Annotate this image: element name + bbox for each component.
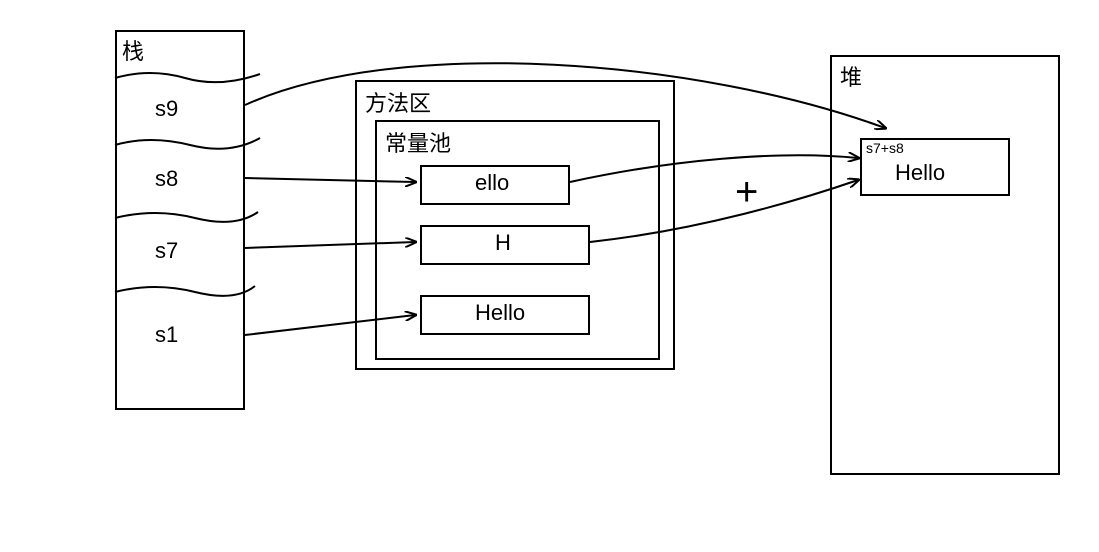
pool-entry-ello-text: ello — [475, 170, 509, 196]
stack-box — [115, 30, 245, 410]
heap-title: 堆 — [840, 60, 862, 92]
stack-cell-s1: s1 — [155, 322, 178, 348]
stack-cell-s8: s8 — [155, 166, 178, 192]
stack-cell-s9: s9 — [155, 96, 178, 122]
heap-object-value: Hello — [895, 160, 945, 186]
constant-pool-title: 常量池 — [385, 126, 451, 158]
pool-entry-H-text: H — [495, 230, 511, 256]
method-area-title: 方法区 — [365, 86, 431, 118]
pool-entry-Hello-text: Hello — [475, 300, 525, 326]
heap-object-annotation: s7+s8 — [866, 140, 904, 156]
heap-box — [830, 55, 1060, 475]
stack-cell-s7: s7 — [155, 238, 178, 264]
stack-title: 栈 — [122, 34, 144, 66]
diagram-canvas: 栈 s9 s8 s7 s1 方法区 常量池 ello H Hello 堆 s7+… — [0, 0, 1099, 552]
plus-symbol: + — [735, 170, 758, 215]
